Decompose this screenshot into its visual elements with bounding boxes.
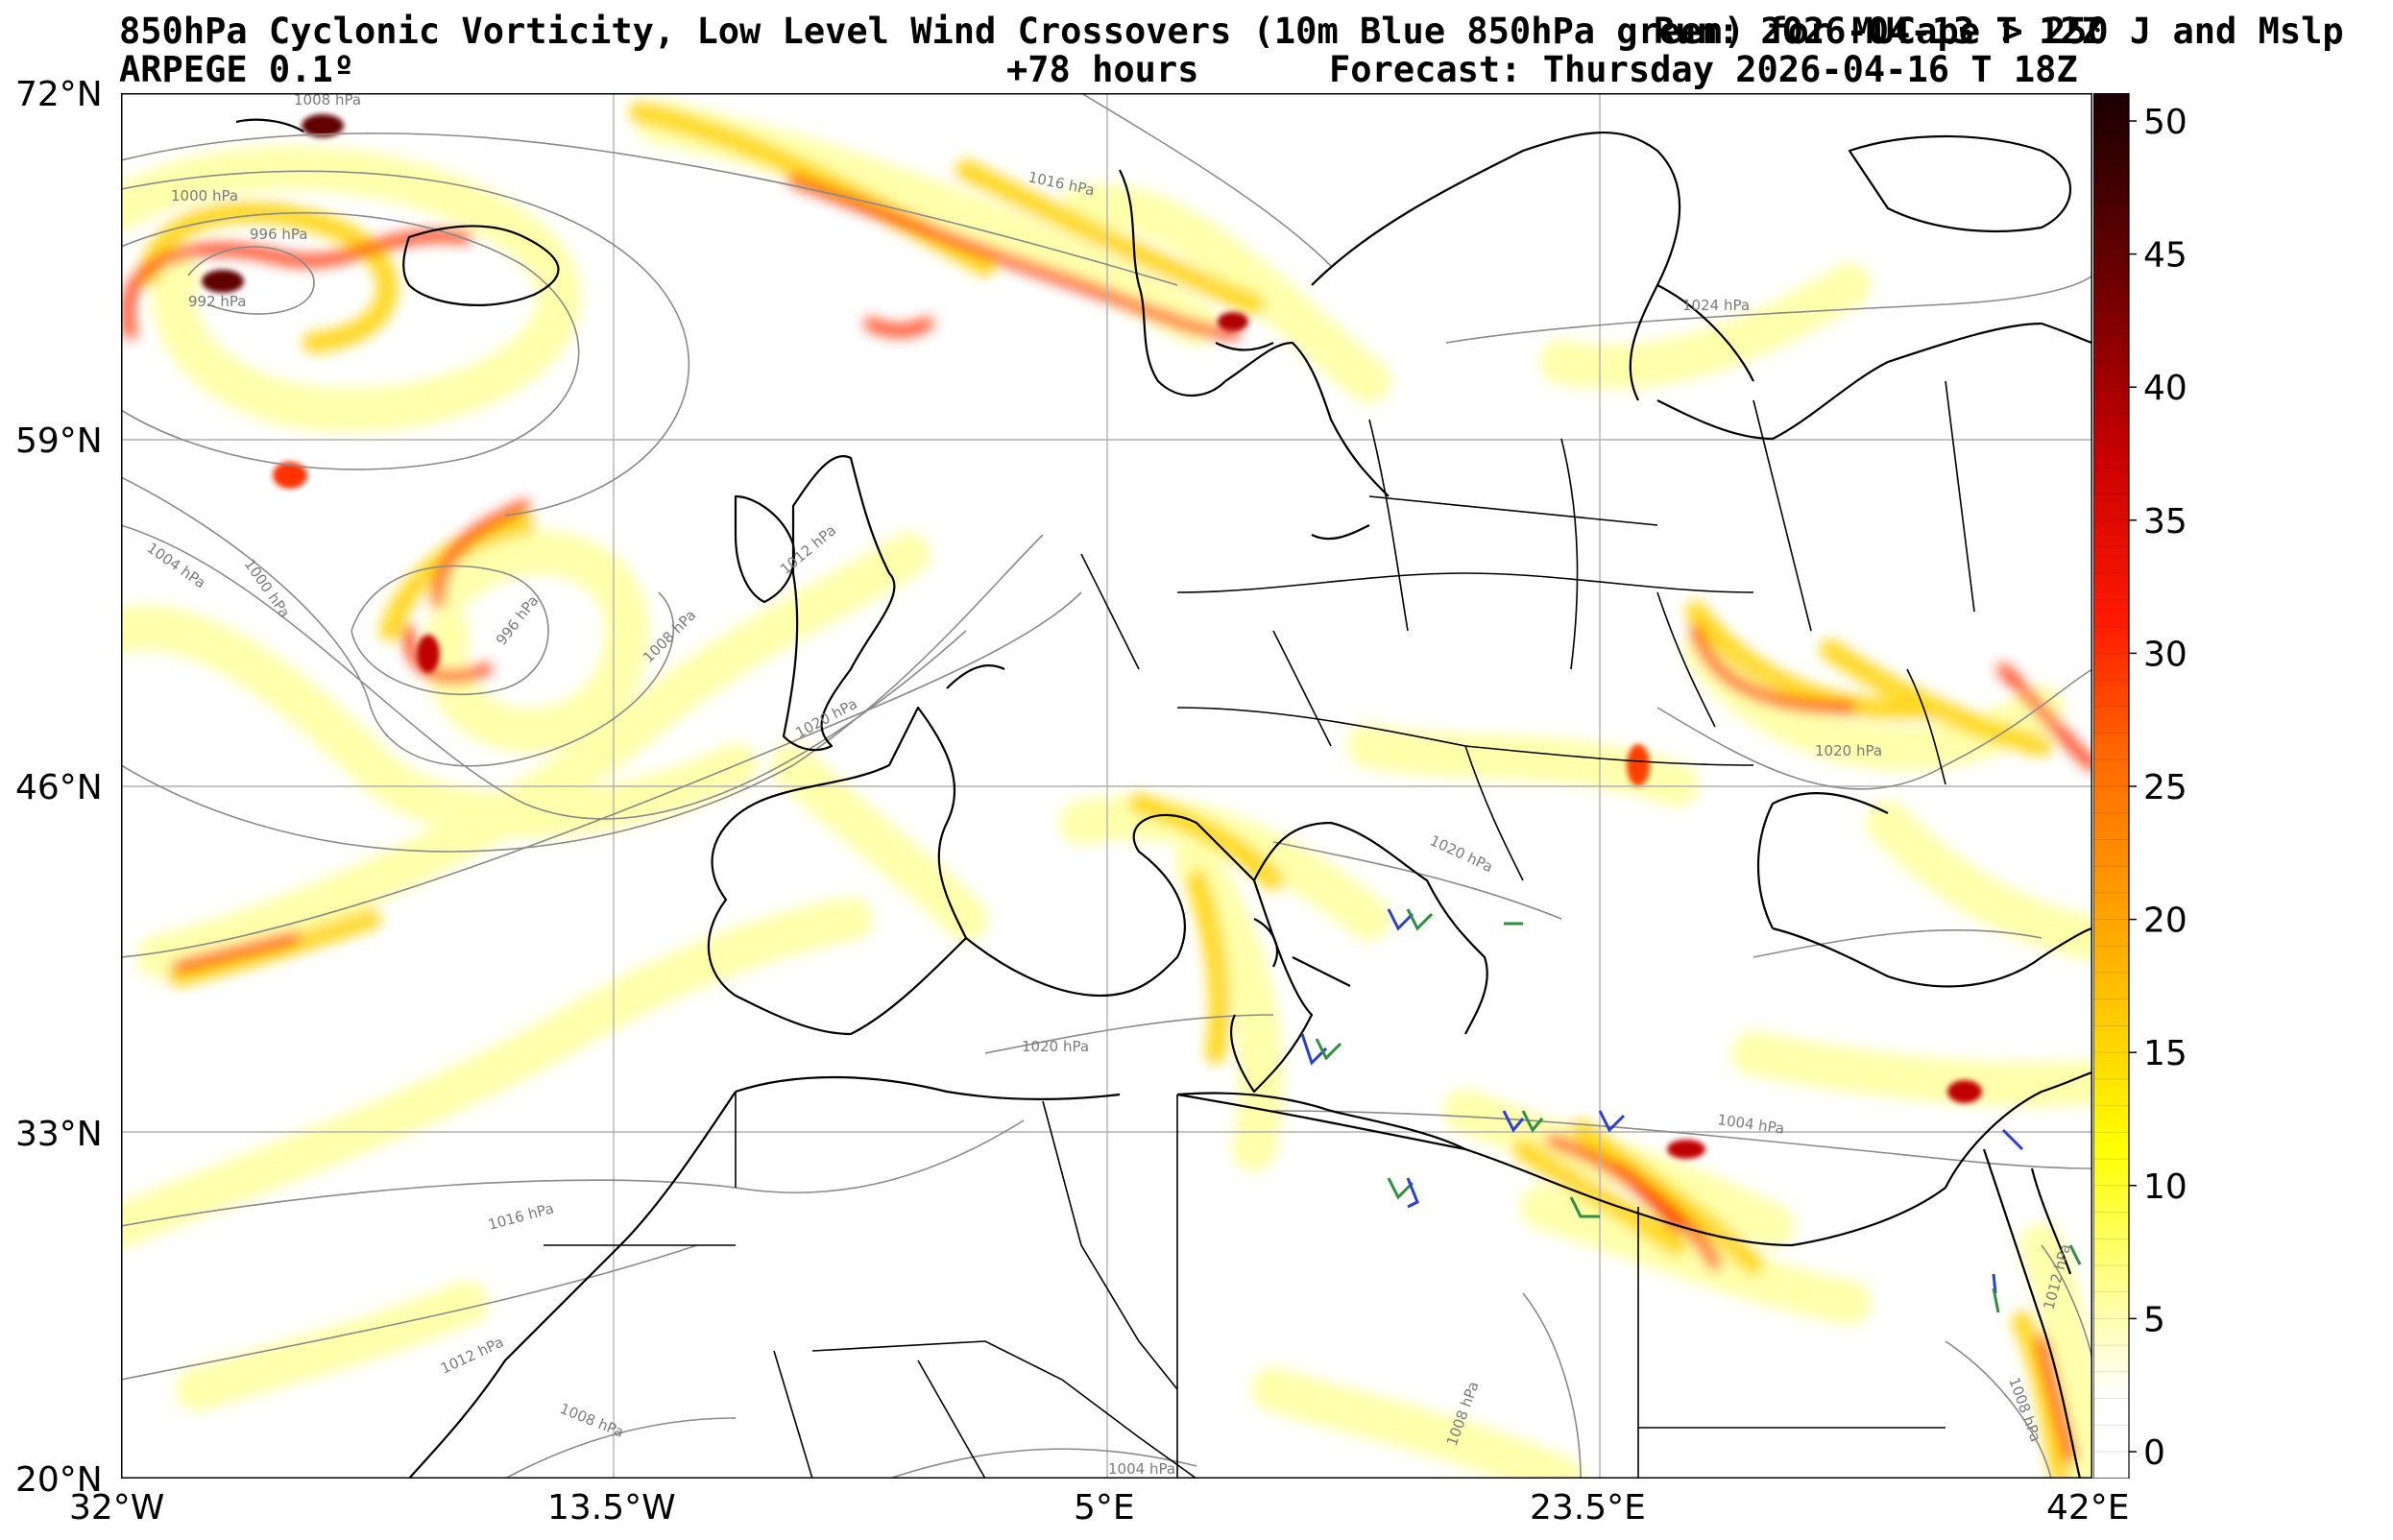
colorbar-tick-label: 35 (2143, 502, 2188, 541)
colorbar-tick-label: 15 (2143, 1034, 2188, 1073)
country-borders (544, 380, 1975, 1479)
valid-time: Forecast: Thursday 2026-04-16 T 18Z (1329, 49, 2078, 90)
isobar-label: 1008 hPa (294, 93, 361, 108)
colorbar-tick-label: 20 (2143, 902, 2188, 941)
lon-label-23-5e: 23.5°E (1530, 1488, 1646, 1528)
colorbar-labels: 0 5 10 15 20 25 30 35 40 45 50 (2143, 103, 2188, 1473)
isobar-label: 1000 hPa (171, 187, 238, 205)
map-frame (121, 93, 2092, 1479)
isobar-label: 992 hPa (188, 293, 246, 310)
lat-label-46n: 46°N (15, 768, 103, 807)
lon-label-13-5w: 13.5°W (547, 1488, 676, 1528)
isobar-label: 1024 hPa (1682, 297, 1750, 314)
isobar-label: 1020 hPa (1022, 1038, 1089, 1055)
colorbar-tick-label: 45 (2143, 236, 2188, 276)
isobar-label: 996 hPa (250, 226, 307, 243)
vorticity-cores (202, 114, 1982, 1159)
colorbar-tick-label: 30 (2143, 635, 2188, 674)
wind-crossover-barbs (1300, 908, 2082, 1313)
lat-label-33n: 33°N (15, 1115, 103, 1154)
lat-label-72n: 72°N (15, 75, 103, 114)
colorbar-tick-label: 25 (2143, 768, 2188, 807)
colorbar: 0 5 10 15 20 25 30 35 40 45 50 (2093, 93, 2188, 1479)
lat-label-59n: 59°N (15, 421, 103, 461)
colorbar-tick-label: 40 (2143, 369, 2188, 408)
lead-time: +78 hours (1006, 49, 1199, 90)
colorbar-tick-label: 10 (2143, 1167, 2188, 1207)
title-line1: 850hPa Cyclonic Vorticity, Low Level Win… (119, 11, 2344, 52)
colorbar-tick-label: 0 (2143, 1433, 2165, 1473)
lon-label-42e: 42°E (2046, 1488, 2130, 1528)
lon-label-5e: 5°E (1074, 1488, 1135, 1528)
colorbar-ticks (2093, 120, 2137, 1453)
colorbar-tick-label: 50 (2143, 103, 2188, 142)
lat-label-20n: 20°N (15, 1460, 103, 1500)
coastlines (235, 118, 2092, 1479)
model-name: ARPEGE 0.1º (119, 49, 355, 90)
isobar-label: 1020 hPa (1815, 742, 1882, 759)
weather-map: 1008 hPa 1000 hPa 996 hPa 992 hPa 1016 h… (121, 93, 2092, 1479)
colorbar-tick-label: 5 (2143, 1300, 2165, 1339)
run-time: Run: 2026-04-13 T 12Z (1654, 11, 2103, 52)
lon-label-32w: 32°W (69, 1488, 165, 1528)
isobar-label: 1004 hPa (1108, 1460, 1175, 1478)
